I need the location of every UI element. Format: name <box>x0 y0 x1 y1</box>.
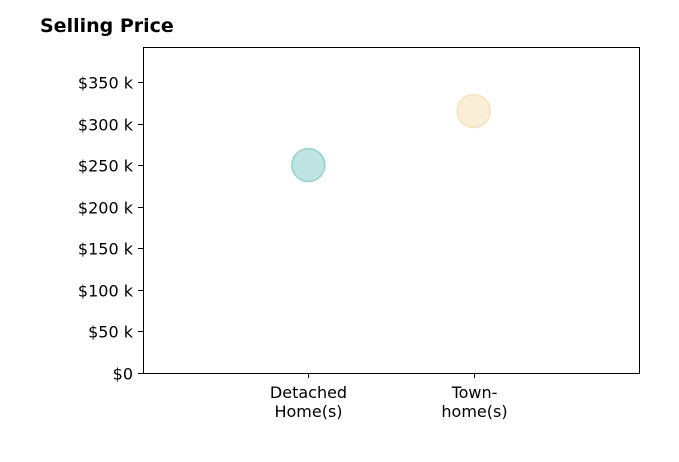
points-layer <box>291 93 491 183</box>
y-axis: $0 $50 k $100 k $150 k $200 k $250 k $300 k $35… <box>78 74 143 384</box>
x-tick-label: home(s) <box>441 402 507 421</box>
y-tick-label: $50 k <box>88 323 134 342</box>
y-tick-label: $200 k <box>78 199 134 218</box>
y-tick-label: $300 k <box>78 116 134 135</box>
y-tick-label: $100 k <box>78 282 134 301</box>
plot-frame <box>143 47 640 374</box>
y-tick-label: $350 k <box>78 74 134 93</box>
chart-title: Selling Price <box>40 15 174 37</box>
x-tick-label: Town- <box>451 383 498 402</box>
y-tick-label: $150 k <box>78 240 134 259</box>
y-tick-label: $250 k <box>78 157 134 176</box>
x-tick-label: Home(s) <box>274 402 342 421</box>
data-point <box>456 93 491 129</box>
y-tick-label: $0 <box>113 365 133 384</box>
x-tick-label: Detached <box>270 383 347 402</box>
data-point <box>291 147 326 183</box>
